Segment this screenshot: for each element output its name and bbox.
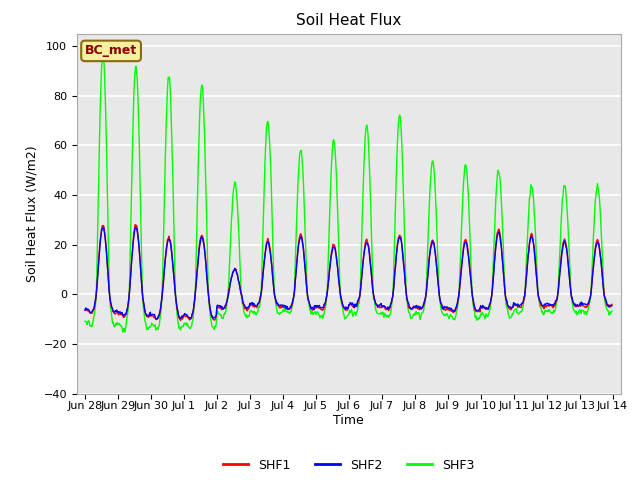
Text: BC_met: BC_met (85, 44, 137, 58)
X-axis label: Time: Time (333, 414, 364, 427)
Y-axis label: Soil Heat Flux (W/m2): Soil Heat Flux (W/m2) (25, 145, 38, 282)
Title: Soil Heat Flux: Soil Heat Flux (296, 13, 401, 28)
Legend: SHF1, SHF2, SHF3: SHF1, SHF2, SHF3 (218, 454, 480, 477)
